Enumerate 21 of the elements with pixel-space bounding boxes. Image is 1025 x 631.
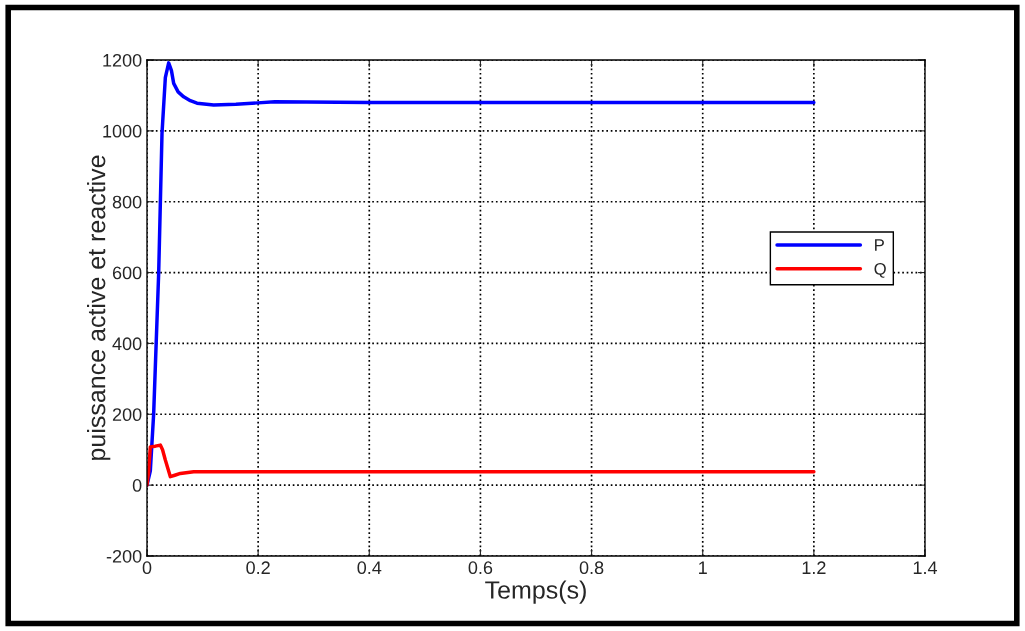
x-tick-label: 0.2 [246,561,270,575]
x-axis-title: Temps(s) [485,580,586,604]
y-axis-title: puissance active et reactive [87,155,111,460]
y-tick-label: -200 [106,549,142,563]
legend-label: Q [874,263,886,278]
y-tick-label: 800 [112,195,142,209]
x-tick-label: 0.8 [579,561,604,575]
x-tick-label: 1.4 [913,561,938,574]
y-tick-label: 1000 [103,124,142,138]
y-tick-label: 200 [112,408,142,422]
x-tick-label: 0.4 [357,561,382,575]
legend-label: P [875,239,884,251]
x-tick-label: 1.2 [802,561,826,574]
line-series [147,443,816,487]
x-tick-label: 0.6 [468,561,493,575]
y-tick-label: 600 [112,266,142,280]
x-tick-label: 1 [699,561,707,574]
x-tick-label: 0 [142,561,152,575]
y-tick-label: 0 [132,479,142,492]
y-tick-label: 400 [112,337,142,351]
y-tick-label: 1200 [103,53,142,67]
